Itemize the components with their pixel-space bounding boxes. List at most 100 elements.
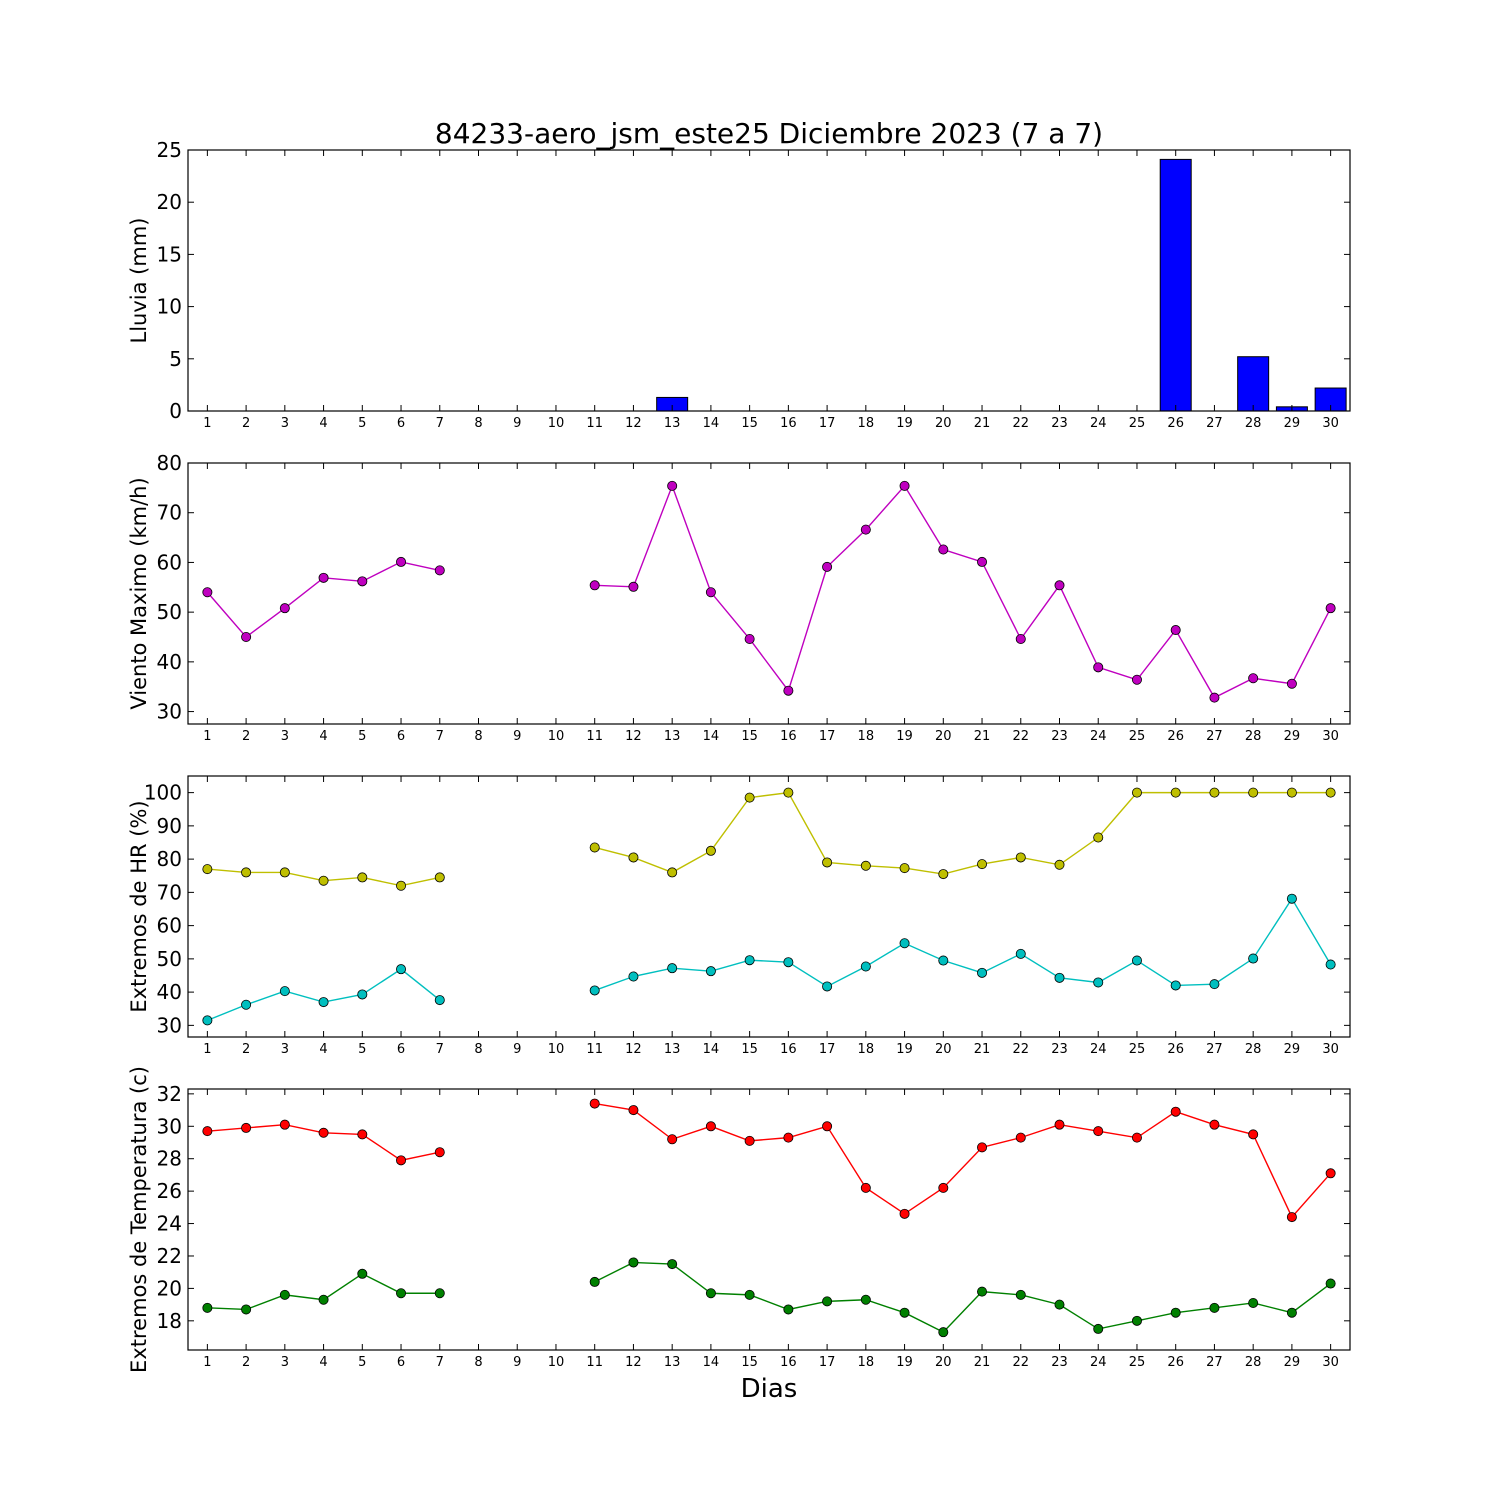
hr-point-day-20 [938, 869, 949, 880]
y-axis-label: Extremos de Temperatura (c) [127, 1066, 151, 1373]
y-tick-label: 30 [157, 1114, 182, 1138]
hr-point-day-1 [202, 864, 213, 875]
x-tick-label: 5 [358, 1355, 366, 1370]
temperatura-point-day-27 [1209, 1119, 1220, 1130]
hr-point-day-3 [279, 986, 290, 997]
x-tick-label: 26 [1167, 1355, 1184, 1370]
temperatura-point-day-2 [241, 1122, 252, 1133]
temperatura-point-day-2 [241, 1304, 252, 1315]
y-tick-label: 40 [157, 650, 182, 674]
plot-frame [187, 1088, 1351, 1351]
hr-point-day-30 [1325, 959, 1336, 970]
x-tick-label: 24 [1090, 416, 1107, 431]
x-tick-label: 1 [203, 1355, 211, 1370]
x-tick-label: 10 [548, 1042, 565, 1057]
y-tick-label: 30 [157, 1013, 182, 1037]
x-tick-label: 16 [780, 729, 797, 744]
hr-point-day-23 [1054, 859, 1065, 870]
x-tick-label: 22 [1012, 1355, 1029, 1370]
y-tick-label: 10 [157, 295, 182, 319]
hr-point-day-21 [977, 967, 988, 978]
x-tick-label: 8 [474, 416, 482, 431]
temperatura-point-day-28 [1248, 1129, 1259, 1140]
temperatura-point-day-16 [783, 1304, 794, 1315]
hr-point-day-18 [860, 961, 871, 972]
y-tick-label: 20 [157, 190, 182, 214]
x-tick-label: 22 [1012, 1042, 1029, 1057]
hr-point-day-26 [1170, 980, 1181, 991]
x-tick-label: 23 [1051, 729, 1068, 744]
x-tick-label: 28 [1245, 729, 1262, 744]
x-tick-label: 16 [780, 416, 797, 431]
hr-point-day-16 [783, 787, 794, 798]
x-tick-label: 3 [281, 1042, 289, 1057]
y-tick-label: 22 [157, 1244, 182, 1268]
viento-point-day-20 [938, 544, 949, 555]
y-tick-label: 60 [157, 550, 182, 574]
plot-frame [187, 462, 1351, 725]
x-tick-label: 3 [281, 1355, 289, 1370]
temperatura-point-day-24 [1093, 1126, 1104, 1137]
x-tick-label: 6 [397, 416, 405, 431]
temperatura-point-day-25 [1131, 1315, 1142, 1326]
y-tick-label: 5 [169, 347, 182, 371]
y-axis-label: Lluvia (mm) [127, 218, 151, 344]
temperatura-point-day-12 [628, 1105, 639, 1116]
y-tick-label: 28 [157, 1147, 182, 1171]
hr-point-day-21 [977, 859, 988, 870]
temperatura-point-day-4 [318, 1127, 329, 1138]
hr-point-day-26 [1170, 787, 1181, 798]
x-tick-label: 5 [358, 1042, 366, 1057]
temperatura-point-day-30 [1325, 1278, 1336, 1289]
viento-point-day-22 [1015, 633, 1026, 644]
hr-line-1 [594, 791, 1331, 875]
x-tick-label: 15 [741, 729, 758, 744]
hr-point-day-6 [396, 880, 407, 891]
x-tick-label: 14 [703, 1355, 720, 1370]
viento-point-day-30 [1325, 603, 1336, 614]
temperatura-point-day-18 [860, 1294, 871, 1305]
temperatura-point-day-1 [202, 1126, 213, 1137]
temperatura-point-day-22 [1015, 1132, 1026, 1143]
x-tick-label: 29 [1284, 1042, 1301, 1057]
x-tick-label: 29 [1284, 729, 1301, 744]
viento-point-day-21 [977, 556, 988, 567]
x-tick-label: 21 [974, 1042, 991, 1057]
hr-point-day-29 [1286, 787, 1297, 798]
x-tick-label: 1 [203, 1042, 211, 1057]
x-tick-label: 27 [1206, 729, 1223, 744]
x-tick-label: 4 [319, 729, 327, 744]
x-tick-label: 6 [397, 1355, 405, 1370]
temperatura-point-day-15 [744, 1135, 755, 1146]
hr-point-day-15 [744, 955, 755, 966]
x-tick-label: 2 [242, 729, 250, 744]
y-axis-label: Viento Maximo (km/h) [127, 477, 151, 709]
x-tick-label: 21 [974, 1355, 991, 1370]
hr-point-day-22 [1015, 852, 1026, 863]
x-tick-label: 16 [780, 1355, 797, 1370]
temperatura-point-day-5 [357, 1129, 368, 1140]
viento-point-day-26 [1170, 625, 1181, 636]
x-tick-label: 12 [625, 729, 642, 744]
x-tick-label: 20 [935, 416, 952, 431]
viento-point-day-3 [279, 603, 290, 614]
x-tick-label: 25 [1129, 416, 1146, 431]
temperatura-point-day-21 [977, 1286, 988, 1297]
temperatura-point-day-19 [899, 1208, 910, 1219]
temperatura-point-day-15 [744, 1289, 755, 1300]
hr-point-day-4 [318, 875, 329, 886]
temperatura-point-day-17 [822, 1296, 833, 1307]
viento-point-day-17 [822, 561, 833, 572]
x-tick-label: 20 [935, 1042, 952, 1057]
x-tick-label: 9 [513, 416, 521, 431]
x-tick-label: 25 [1129, 1355, 1146, 1370]
x-tick-label: 10 [548, 1355, 565, 1370]
temperatura-point-day-23 [1054, 1299, 1065, 1310]
y-tick-label: 80 [157, 847, 182, 871]
x-tick-label: 14 [703, 416, 720, 431]
hr-point-day-17 [822, 857, 833, 868]
x-tick-label: 23 [1051, 416, 1068, 431]
